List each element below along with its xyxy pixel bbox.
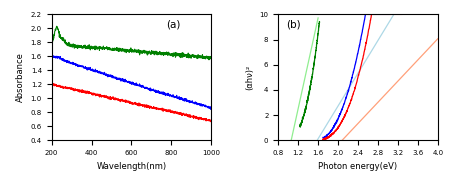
Y-axis label: (αhν)²: (αhν)² [245, 65, 254, 90]
Text: (b): (b) [286, 19, 301, 30]
Y-axis label: Absorbance: Absorbance [16, 52, 25, 102]
X-axis label: Photon energy(eV): Photon energy(eV) [318, 162, 397, 171]
Text: (a): (a) [167, 19, 181, 30]
X-axis label: Wavelength(nm): Wavelength(nm) [97, 162, 167, 171]
